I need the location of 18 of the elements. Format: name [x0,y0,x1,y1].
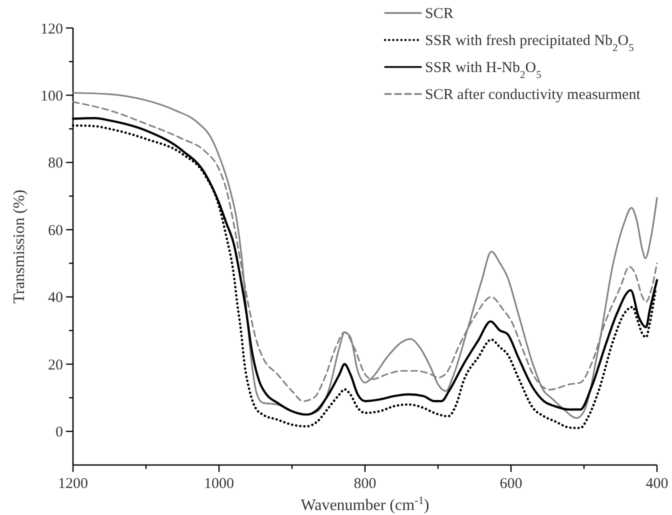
legend-label: SCR after conductivity measurment [425,87,642,103]
y-axis-title: Transmission (%) [11,190,28,304]
x-tick-label: 1000 [204,476,234,492]
x-tick-label: 800 [354,476,376,492]
y-tick-label: 20 [48,357,63,374]
y-tick-label: 60 [48,222,63,239]
y-tick-label: 120 [40,21,63,38]
y-tick-label: 80 [48,156,63,172]
y-tick-label: 0 [56,424,63,441]
legend-label: SSR with fresh precipitated Nb$_{2}$O$_{5}$ [425,33,634,54]
y-tick-label: 100 [40,88,63,104]
y-tick-label: 40 [48,290,63,306]
x-axis-title: Wavenumber (cm$^{-1}$) [300,495,430,514]
x-tick-label: 1200 [58,476,88,492]
x-tick-label: 600 [500,476,522,492]
x-tick-label: 400 [646,476,668,492]
legend-label: SSR with H-Nb$_{2}$O$_{5}$ [425,60,542,80]
legend-label: SCR [425,6,454,22]
